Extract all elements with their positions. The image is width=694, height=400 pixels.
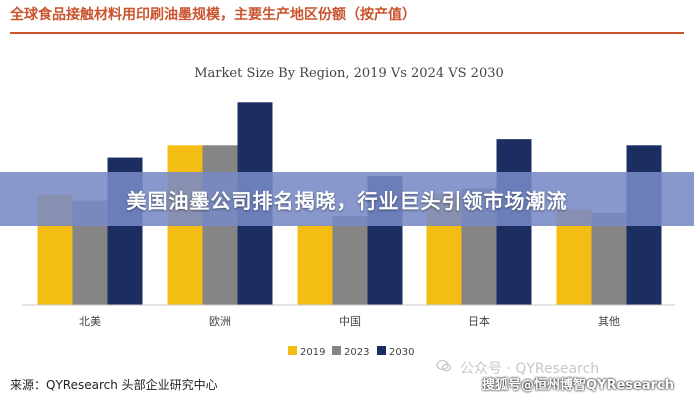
legend-label-2030: 2030 [389,347,414,358]
source-note: 来源：QYResearch 头部企业研究中心 [10,378,218,392]
legend-swatch-2019 [288,346,297,355]
banner-text: 美国油墨公司排名揭晓，行业巨头引领市场潮流 [126,188,568,213]
wechat-watermark: 公众号 · QYResearch [460,361,600,377]
bar-2023-2 [332,215,368,305]
legend: 2019 2023 2030 [288,346,414,358]
x-tick-label: 欧洲 [209,315,231,328]
sohu-watermark: 搜狐号@恒州博智QYResearch [482,378,674,393]
x-tick-labels: 北美 欧洲 中国 日本 其他 [79,314,620,328]
legend-swatch-2030 [377,346,386,355]
legend-label-2019: 2019 [300,347,325,358]
legend-swatch-2023 [332,346,341,355]
x-tick-label: 日本 [468,314,490,328]
headline-banner: 美国油墨公司排名揭晓，行业巨头引领市场潮流 [0,172,694,226]
page-title: 全球食品接触材料用印刷油墨规模，主要生产地区份额（按产值） [10,7,416,23]
x-tick-label: 北美 [79,315,101,328]
bar-2019-2 [297,225,333,305]
legend-label-2023: 2023 [344,347,369,358]
title-rule [10,32,684,34]
bars-group [37,102,662,306]
x-tick-label: 中国 [339,315,361,328]
chart-title: Market Size By Region, 2019 Vs 2024 VS 2… [194,66,504,81]
bar-2023-4 [591,212,627,305]
wechat-icon [436,359,452,372]
x-tick-label: 其他 [598,315,620,328]
